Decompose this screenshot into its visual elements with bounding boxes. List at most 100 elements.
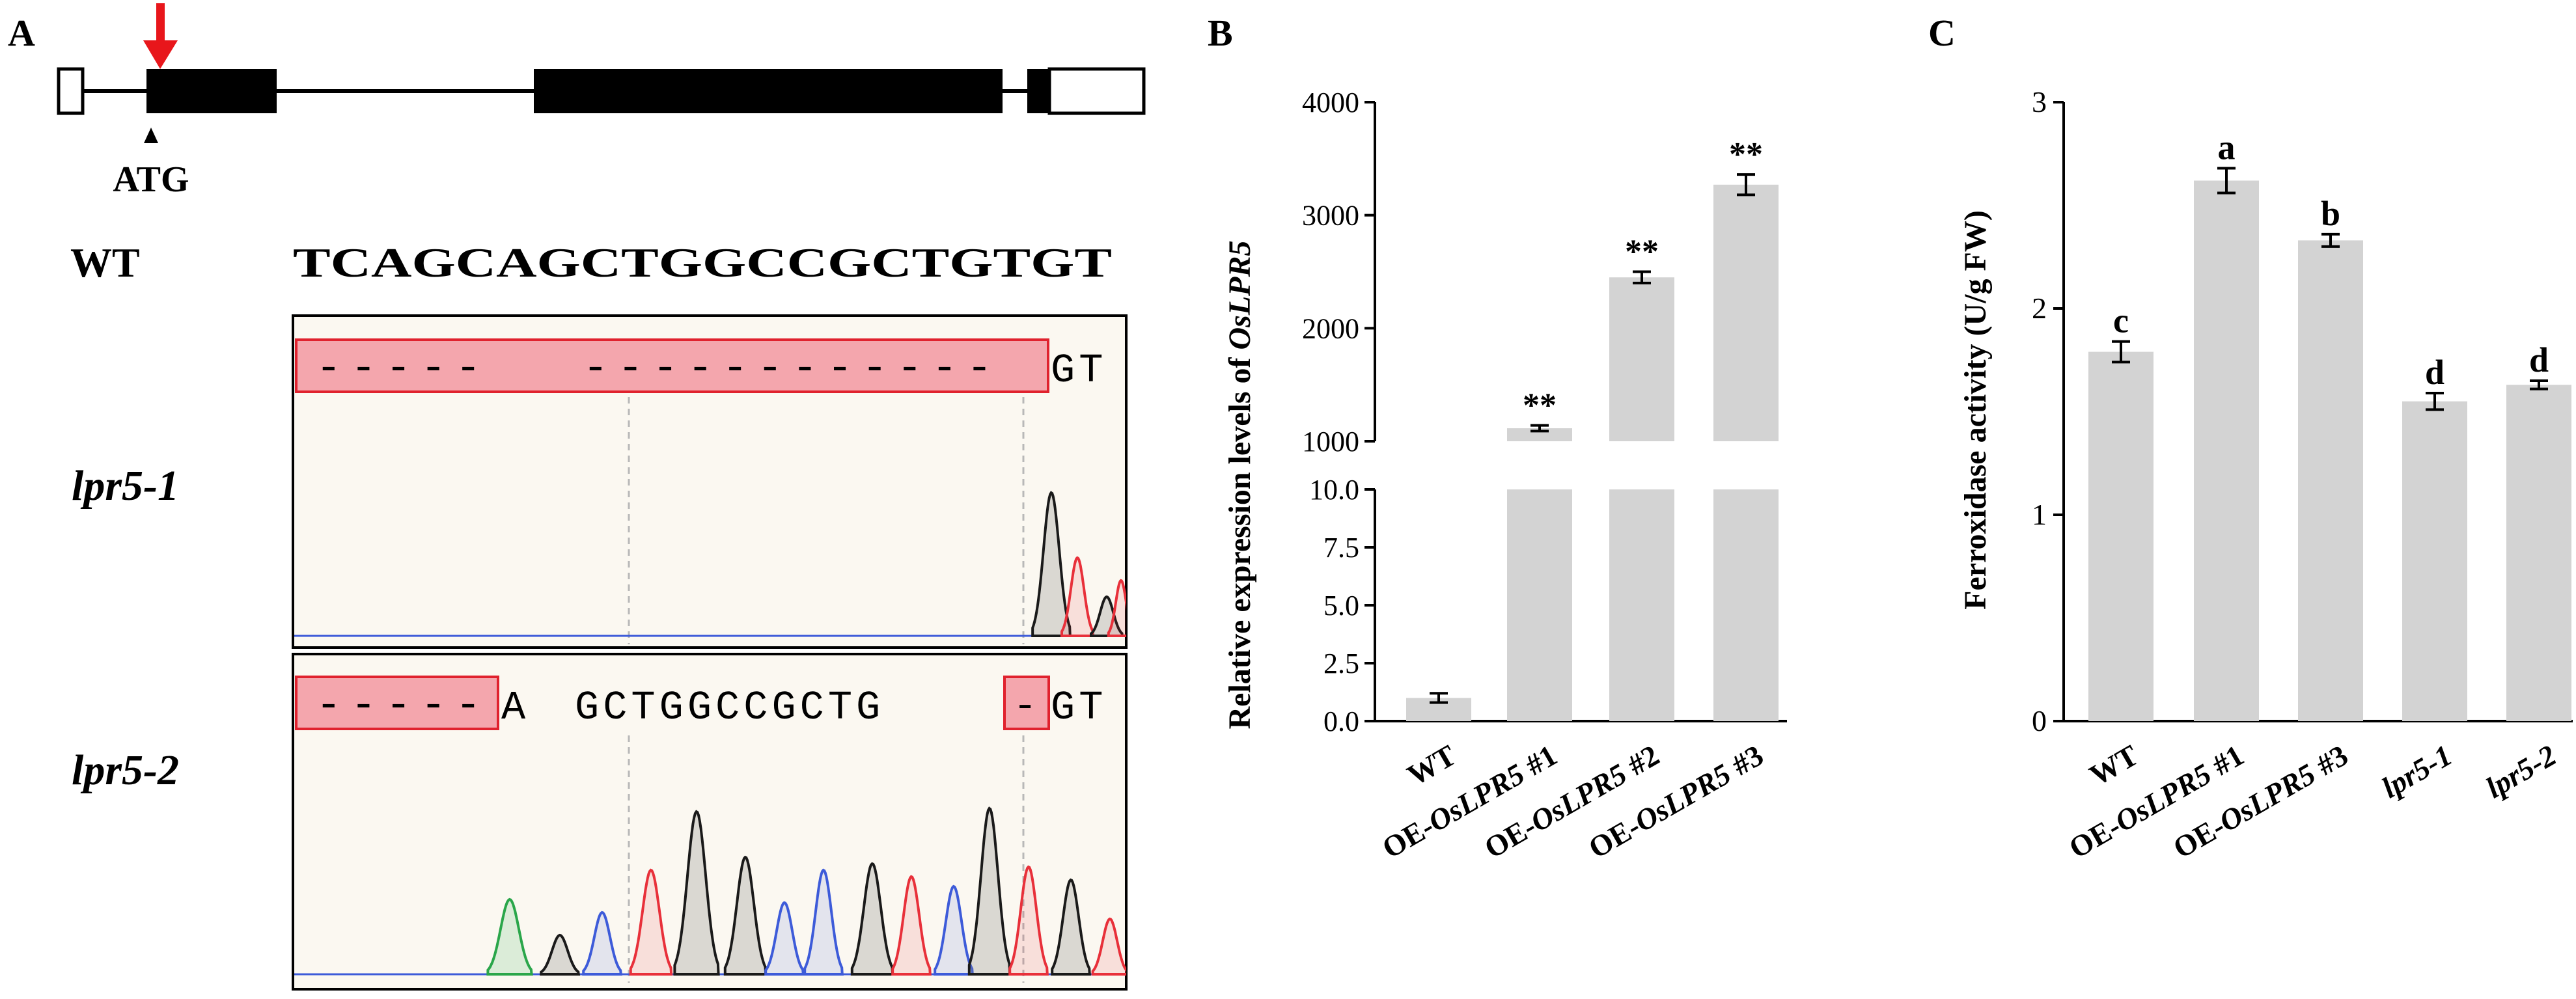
panel-b-ylabel: Relative expression levels of OsLPR5	[1223, 240, 1257, 729]
gene-model: ATG	[57, 3, 1146, 200]
panel-c-tick-label: 0	[2032, 704, 2047, 737]
lpr5-2-dash-2: -	[1013, 683, 1037, 730]
x-label-oe-oslpr5-1: OE-OsLPR5 #1	[1376, 738, 1562, 864]
lpr5-2-label: lpr5-2	[72, 746, 179, 794]
lpr5-1-trace	[294, 491, 1126, 637]
errorbar-oe-oslpr5-2	[1633, 270, 1651, 284]
panel-b-label: B	[1208, 12, 1233, 54]
errorbar-oe-oslpr5-3	[2321, 232, 2340, 248]
bar-oe-oslpr5-3	[1713, 184, 1779, 441]
lpr5-2-peak	[629, 868, 673, 976]
x-label-wt: WT	[2084, 738, 2144, 792]
group-letter-wt: c	[2113, 301, 2129, 340]
bar-oe-oslpr5-2	[1609, 277, 1674, 441]
lpr5-1-peak	[1090, 595, 1124, 637]
panel-b-ylabel-gene: OsLPR5	[1223, 240, 1257, 349]
panel-b-tick-label: 7.5	[1323, 532, 1359, 564]
bar-oe-oslpr5-3-lower	[1713, 489, 1779, 721]
x-label-lpr5-1: lpr5-1	[2376, 738, 2458, 804]
panel-c-tick-label: 2	[2032, 292, 2047, 325]
lpr5-1-peak	[1107, 579, 1126, 637]
lpr5-2-peak	[850, 862, 894, 976]
lpr5-1-dashes-2: ------------	[583, 344, 1001, 393]
errorbar-lpr5-2	[2530, 379, 2548, 390]
panel-b-tick-label: 2000	[1302, 312, 1359, 344]
errorbar-oe-oslpr5-1	[1530, 424, 1549, 433]
lpr5-1-chromatogram: ----- ------------ GT	[292, 314, 1128, 649]
x-label-oe-oslpr5-3: OE-OsLPR5 #3	[1583, 738, 1769, 864]
lpr5-2-peak	[673, 810, 720, 976]
wt-sequence: TCAGCAGCTGGCCGCTGTGT	[293, 239, 1112, 286]
bar-oe-oslpr5-2-lower	[1609, 489, 1674, 721]
lpr5-1-peak	[1060, 556, 1095, 637]
lpr5-1-label: lpr5-1	[72, 462, 179, 510]
target-arrow-icon	[143, 3, 178, 69]
bar-oe-oslpr5-3	[2298, 240, 2363, 721]
lpr5-2-peak	[967, 806, 1012, 976]
x-label-oe-oslpr5-2: OE-OsLPR5 #2	[1478, 738, 1665, 864]
x-label-lpr5-2: lpr5-2	[2480, 738, 2562, 804]
lpr5-2-seq-main: GCTGGCCGCTG	[575, 685, 884, 731]
wt-label: WT	[70, 239, 140, 286]
bar-lpr5-2	[2506, 385, 2571, 721]
significance-oe-oslpr5-1: **	[1523, 387, 1557, 424]
errorbar-wt	[2112, 340, 2130, 364]
panel-c-label: C	[1928, 12, 1956, 54]
errorbar-lpr5-1	[2426, 391, 2444, 411]
bar-lpr5-1	[2402, 401, 2467, 721]
lpr5-2-peak	[582, 910, 623, 976]
utr3-box	[1047, 67, 1146, 115]
group-letter-lpr5-2: d	[2529, 340, 2549, 379]
significance-oe-oslpr5-3: **	[1729, 136, 1763, 173]
lpr5-2-peak	[934, 884, 974, 976]
lpr5-2-peak	[891, 875, 932, 976]
lpr5-2-dashes: -----	[316, 681, 490, 730]
panel-c: C Ferroxidase activity (U/g FW) 0 1 2 3 c WT a…	[1928, 12, 2573, 865]
panel-b-tick-label: 5.0	[1323, 590, 1359, 622]
lpr5-1-dashes-1: -----	[316, 344, 490, 393]
utr5-box	[57, 67, 85, 115]
exon-1	[146, 69, 277, 113]
lpr5-2-peak	[1051, 878, 1091, 976]
x-label-oe-oslpr5-3: OE-OsLPR5 #3	[2167, 738, 2353, 864]
panel-c-ylabel: Ferroxidase activity (U/g FW)	[1958, 210, 1993, 610]
lpr5-2-peak	[486, 897, 533, 976]
bar-oe-oslpr5-1	[1507, 428, 1572, 441]
lpr5-2-peak	[540, 933, 581, 976]
panel-b-ylabel-prefix: Relative expression levels of	[1223, 349, 1257, 729]
panel-a-label: A	[8, 12, 35, 54]
lpr5-2-deletion-box-2	[1003, 676, 1050, 730]
lpr5-2-trace	[294, 806, 1126, 976]
lpr5-2-tail-seq: GT	[1051, 685, 1107, 731]
group-letter-lpr5-1: d	[2425, 353, 2444, 392]
group-letter-oe-oslpr5-1: a	[2218, 128, 2236, 167]
bar-wt	[2088, 351, 2154, 721]
lpr5-2-deletion-box-1	[295, 676, 499, 730]
panel-b-tick-label: 0.0	[1323, 705, 1359, 737]
atg-triangle-icon	[144, 128, 158, 143]
bar-oe-oslpr5-1	[2194, 180, 2259, 722]
panel-b-tick-label: 4000	[1302, 87, 1359, 118]
x-label-oe-oslpr5-1: OE-OsLPR5 #1	[2063, 738, 2249, 864]
lpr5-1-deletion-box	[295, 338, 1049, 393]
x-label-wt: WT	[1402, 738, 1461, 792]
lpr5-2-peak	[1008, 865, 1049, 976]
lpr5-1-peak	[1031, 491, 1072, 637]
chart-b: 1000 2000 3000 4000 0.0 2.5 5.0 7.5 10.0 WT ** OE-O…	[1302, 87, 1787, 865]
errorbar-wt	[1430, 692, 1448, 704]
lpr5-2-chromatogram: ----- A GCTGGCCGCTG - GT	[292, 653, 1128, 991]
panel-c-tick-label: 1	[2032, 498, 2047, 531]
lpr5-1-tail-seq: GT	[1051, 348, 1107, 394]
exon-2	[534, 69, 1003, 113]
bar-oe-oslpr5-1-lower	[1507, 489, 1572, 721]
atg-label: ATG	[113, 159, 189, 200]
panel-b-tick-label: 2.5	[1323, 648, 1359, 679]
lpr5-2-peak	[803, 868, 844, 976]
exon-3	[1027, 69, 1049, 113]
lpr5-2-peak	[1091, 917, 1126, 976]
lpr5-2-seq-a: A	[501, 685, 526, 731]
panel-b: B Relative expression levels of OsLPR5 1…	[1208, 12, 1787, 865]
panel-c-tick-label: 3	[2032, 85, 2047, 118]
panel-b-tick-label: 10.0	[1309, 474, 1359, 506]
